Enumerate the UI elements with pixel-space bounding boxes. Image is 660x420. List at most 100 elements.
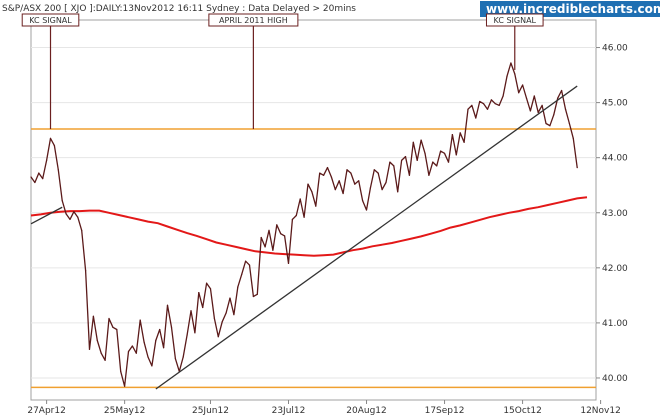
price-point — [377, 172, 379, 174]
price-point — [483, 103, 485, 105]
y-tick-label: 41.00 — [602, 319, 628, 329]
price-point — [436, 165, 438, 167]
price-point — [147, 356, 149, 358]
price-point — [85, 270, 87, 272]
price-point — [256, 293, 258, 295]
price-point — [397, 191, 399, 193]
price-point — [295, 214, 297, 217]
price-point — [467, 108, 469, 110]
x-tick-label: 15Oct12 — [503, 406, 541, 416]
trend-lines — [30, 85, 578, 390]
x-tick-label: 17Sep12 — [425, 406, 465, 416]
x-tick-label: 25Jun12 — [192, 406, 229, 416]
price-point — [358, 180, 360, 182]
price-point — [416, 159, 418, 161]
price-point — [412, 141, 414, 143]
price-point — [323, 174, 325, 176]
price-point — [104, 359, 106, 361]
price-point — [303, 216, 305, 218]
y-tick-label: 45.00 — [602, 99, 628, 109]
price-point — [342, 192, 344, 195]
price-point — [276, 224, 278, 226]
price-point — [131, 345, 133, 347]
price-point — [381, 189, 383, 191]
price-point — [307, 183, 309, 185]
price-point — [525, 97, 528, 99]
price-point — [549, 125, 551, 127]
price-point — [49, 137, 52, 139]
price-point — [564, 108, 567, 110]
price-point — [401, 159, 403, 161]
price-point — [498, 104, 500, 106]
price-point — [541, 104, 543, 106]
price-point — [486, 108, 489, 110]
price-point — [459, 132, 461, 134]
price-point — [264, 246, 266, 248]
price-point — [369, 187, 371, 189]
price-point — [100, 352, 102, 354]
price-point — [174, 358, 176, 360]
horizontal-levels — [31, 128, 596, 389]
price-point — [213, 317, 215, 320]
price-point — [510, 62, 512, 64]
price-point — [34, 181, 36, 184]
price-point — [221, 321, 223, 323]
price-point — [479, 100, 481, 103]
price-point — [428, 174, 430, 176]
price-point — [518, 92, 520, 94]
price-point — [182, 356, 184, 358]
price-point — [280, 233, 282, 235]
x-tick-label: 12Nov12 — [580, 406, 620, 416]
price-point — [151, 365, 153, 367]
price-point — [420, 139, 422, 141]
price-point — [163, 347, 165, 349]
price-point — [194, 332, 196, 334]
price-point — [522, 84, 524, 86]
price-point — [440, 150, 442, 152]
price-point — [217, 336, 219, 338]
price-point — [537, 111, 539, 114]
price-point — [553, 114, 555, 116]
annotations: KC SIGNAL APRIL 2011 HIGH KC SIGNAL — [21, 13, 544, 130]
price-point — [92, 315, 94, 317]
price-point — [190, 310, 192, 312]
site-name[interactable]: www.incrediblecharts.com — [486, 2, 660, 16]
x-axis-ticks: 27Apr12 25May12 25Jun12 23Jul12 20Aug12 17Sep… — [27, 400, 621, 416]
price-point — [186, 334, 188, 336]
price-point — [202, 306, 204, 309]
price-point — [209, 288, 212, 290]
price-point — [471, 104, 473, 106]
price-point — [53, 145, 56, 147]
price-point — [475, 117, 477, 119]
trend-line — [155, 85, 578, 390]
price-point — [576, 167, 578, 169]
y-tick-label: 43.00 — [602, 209, 628, 219]
price-point — [225, 312, 227, 314]
price-point — [233, 314, 235, 316]
price-point — [96, 339, 98, 342]
price-point — [451, 134, 453, 136]
price-point — [443, 152, 446, 154]
price-point — [326, 167, 329, 169]
price-point — [572, 137, 574, 139]
price-layer — [30, 62, 578, 387]
price-point — [373, 169, 375, 171]
y-tick-label: 44.00 — [602, 154, 628, 164]
trend-line — [30, 206, 63, 225]
price-point — [389, 161, 391, 163]
annotation-label: KC SIGNAL — [494, 16, 537, 25]
price-point — [362, 200, 364, 202]
price-point — [533, 95, 535, 97]
price-point — [287, 262, 290, 264]
price-point — [463, 141, 465, 143]
price-point — [557, 97, 559, 99]
price-point — [73, 211, 75, 213]
x-tick-label: 20Aug12 — [346, 406, 386, 416]
price-point — [354, 183, 356, 185]
price-point — [237, 286, 239, 288]
x-tick-label: 27Apr12 — [27, 406, 65, 416]
price-point — [502, 95, 504, 97]
price-point — [38, 172, 40, 174]
price-point — [490, 99, 492, 101]
